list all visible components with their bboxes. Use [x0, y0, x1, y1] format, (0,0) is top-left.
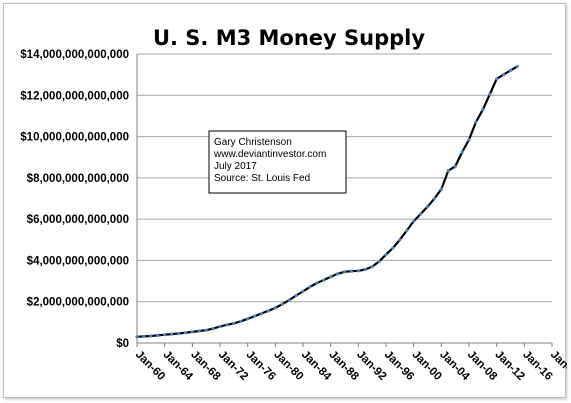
y-tick-label: $14,000,000,000,000: [20, 49, 129, 61]
data-point: [349, 269, 353, 273]
y-tick-label: $2,000,000,000,000: [27, 297, 129, 309]
y-tick-label: $8,000,000,000,000: [27, 173, 129, 185]
data-point: [453, 164, 457, 169]
x-tick-label: Jan-08: [465, 349, 500, 384]
data-point: [294, 293, 298, 298]
y-tick-label: $10,000,000,000,000: [20, 132, 129, 144]
x-tick-label: Jan-96: [382, 349, 416, 383]
data-point: [280, 302, 284, 306]
data-point: [211, 327, 215, 331]
data-point: [156, 333, 160, 337]
data-point: [370, 265, 374, 269]
data-point: [190, 330, 194, 334]
x-tick-label: Jan-64: [161, 349, 196, 384]
y-tick-labels: $0 $2,000,000,000,000 $4,000,000,000,000 $6…: [20, 49, 129, 350]
data-point: [405, 228, 409, 233]
data-point: [488, 92, 492, 96]
x-tick-label: Jan-00: [410, 349, 444, 383]
data-point: [232, 321, 236, 325]
y-tick-label: $12,000,000,000,000: [20, 90, 129, 102]
x-tick-label: Jan-92: [354, 349, 388, 383]
data-point: [176, 331, 181, 336]
data-point: [259, 311, 264, 316]
data-point: [502, 73, 506, 77]
data-point: [460, 150, 464, 154]
data-point: [377, 259, 381, 264]
x-tick-label: Jan-84: [299, 349, 334, 384]
data-point: [308, 285, 312, 289]
x-tick-label: Jan-76: [244, 349, 278, 383]
data-point: [301, 289, 305, 293]
data-point: [398, 238, 402, 242]
data-point: [135, 335, 139, 339]
data-point: [183, 331, 187, 335]
data-point: [412, 219, 416, 223]
data-point: [342, 270, 347, 274]
data-point: [149, 334, 153, 338]
data-point: [356, 269, 360, 273]
x-tick-label: Jan-12: [493, 349, 527, 383]
data-point: [142, 334, 146, 338]
data-point: [218, 324, 222, 329]
data-point: [515, 64, 519, 68]
data-point: [315, 281, 319, 285]
data-point: [336, 272, 340, 276]
data-point: [246, 317, 250, 321]
data-point: [204, 328, 208, 332]
annotation-box: Gary Christenson www.deviantinvestor.com…: [208, 130, 347, 194]
series-line: [136, 65, 518, 338]
chart-svg: U. S. M3 Money Supply $0 $2,000,000,000,0…: [20, 26, 567, 384]
annotation-line-4: Source: St. Louis Fed: [214, 173, 310, 184]
data-point: [363, 267, 367, 272]
x-tick-label: Jan-80: [271, 349, 305, 383]
data-point: [481, 108, 485, 112]
data-point: [273, 306, 277, 310]
data-point: [432, 196, 436, 201]
data-point: [439, 187, 443, 191]
data-point: [253, 314, 257, 318]
x-tick-label: Jan-72: [216, 349, 250, 383]
annotation-line-1: Gary Christenson: [214, 137, 292, 148]
annotation-line-2: www.deviantinvestor.com: [213, 149, 326, 160]
data-point: [225, 323, 229, 327]
chart-frame: U. S. M3 Money Supply $0 $2,000,000,000,0…: [3, 3, 567, 398]
x-tick-label: Jan-88: [327, 349, 362, 384]
chart-title: U. S. M3 Money Supply: [153, 26, 425, 50]
axes: [136, 54, 553, 347]
data-point: [266, 309, 270, 313]
series-m3: [135, 64, 519, 339]
x-tick-label: Jan-04: [437, 349, 472, 384]
data-point: [170, 332, 174, 336]
data-point: [163, 333, 167, 337]
data-point: [495, 77, 499, 81]
data-point: [322, 278, 326, 282]
data-point: [474, 120, 478, 124]
annotation-line-3: July 2017: [214, 161, 257, 172]
x-tick-label: Jan-60: [133, 349, 167, 383]
data-point: [197, 329, 201, 333]
annotation-border: [208, 130, 347, 194]
y-tick-label: $4,000,000,000,000: [27, 255, 129, 267]
x-tick-label: Jan-16: [520, 349, 554, 383]
data-point: [391, 246, 395, 250]
data-point: [446, 169, 450, 173]
x-tick-labels: Jan-60Jan-64Jan-68Jan-72Jan-76Jan-80Jan-…: [133, 349, 567, 384]
data-point: [419, 212, 423, 216]
data-point: [384, 253, 388, 257]
data-point: [239, 319, 243, 323]
data-point: [508, 68, 513, 73]
data-point: [287, 298, 291, 302]
y-tick-label: $6,000,000,000,000: [27, 214, 129, 226]
y-tick-label: $0: [116, 338, 129, 350]
x-tick-label: Jan-68: [188, 349, 223, 384]
data-point: [329, 275, 333, 279]
data-point: [467, 138, 471, 142]
data-point: [425, 205, 430, 209]
